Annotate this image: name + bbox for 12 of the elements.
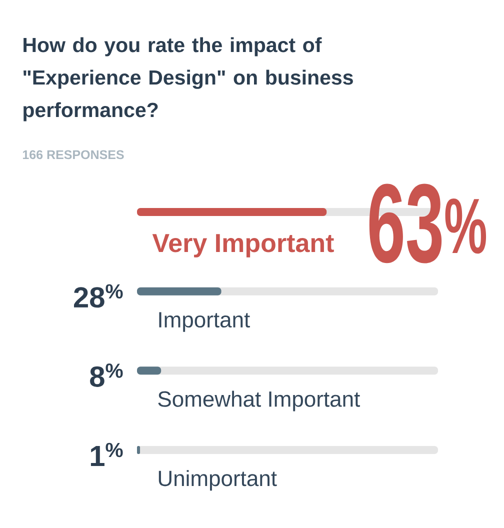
data-label: 28$^{%}$ bbox=[74, 284, 123, 308]
chart-subtitle: 166 RESPONSES bbox=[22, 150, 124, 160]
chart-title: How do you rate the impact of "Experience Design" on business performance? bbox=[24, 37, 353, 122]
data-label: 1$^{%}$ bbox=[90, 442, 123, 466]
y-tick-label: Somewhat Important bbox=[158, 390, 360, 412]
y-tick-label: Unimportant bbox=[158, 470, 277, 491]
data-label: 63$^{%}$ bbox=[369, 184, 486, 264]
y-tick-label: Very Important bbox=[152, 234, 334, 258]
data-label: 8$^{%}$ bbox=[90, 364, 123, 387]
bar bbox=[137, 287, 222, 296]
y-tick-label: Important bbox=[159, 312, 250, 332]
bar bbox=[137, 366, 162, 375]
